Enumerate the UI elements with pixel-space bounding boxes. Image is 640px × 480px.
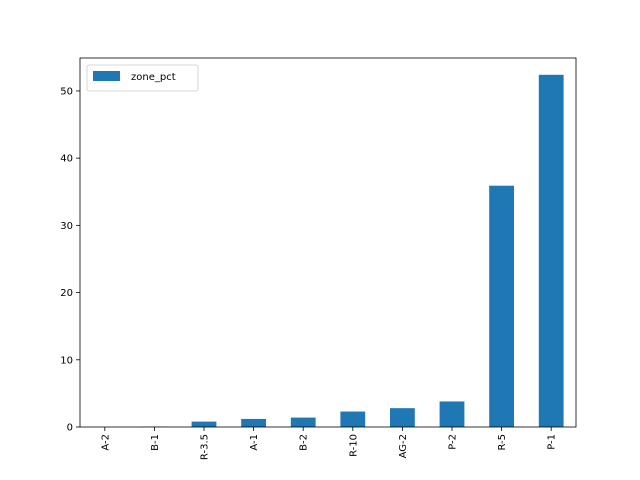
bar-B-2: [290, 417, 316, 427]
x-tick-label: P-1: [547, 434, 558, 450]
x-tick-label: R-5: [497, 434, 508, 451]
bar-AG-2: [390, 408, 415, 427]
x-tick-label: B-2: [299, 434, 310, 451]
x-tick-label: B-1: [150, 434, 161, 451]
plot-frame: [79, 57, 577, 428]
x-tick-label: AG-2: [398, 434, 409, 458]
x-tick-label: R-10: [348, 434, 359, 457]
bar-P-1: [538, 74, 564, 428]
y-tick-label: 30: [60, 221, 73, 232]
y-tick-label: 50: [60, 86, 73, 97]
bar-R-3.5: [191, 421, 217, 427]
bars: [142, 74, 564, 428]
y-axis-ticks: 0 10 20 30 40 50: [60, 86, 80, 434]
bar-P-2: [439, 401, 465, 427]
legend-swatch: [93, 71, 120, 81]
x-tick-label: P-2: [448, 434, 459, 450]
bar-R-5: [489, 185, 514, 427]
y-tick-label: 0: [67, 423, 73, 434]
y-tick-label: 40: [60, 154, 73, 165]
x-tick-label: R-3.5: [200, 434, 211, 460]
legend-label: zone_pct: [131, 72, 176, 83]
x-tick-label: A-1: [249, 434, 260, 451]
x-tick-label: A-2: [100, 434, 111, 451]
x-axis-ticks: A-2 B-1 R-3.5 A-1 B-2 R-10 AG-2 P-2 R-5 P-1: [100, 427, 558, 460]
y-tick-label: 10: [60, 355, 73, 366]
y-tick-label: 20: [60, 288, 73, 299]
bar-A-1: [241, 418, 266, 427]
bar-R-10: [340, 411, 366, 427]
legend: zone_pct: [86, 64, 199, 92]
